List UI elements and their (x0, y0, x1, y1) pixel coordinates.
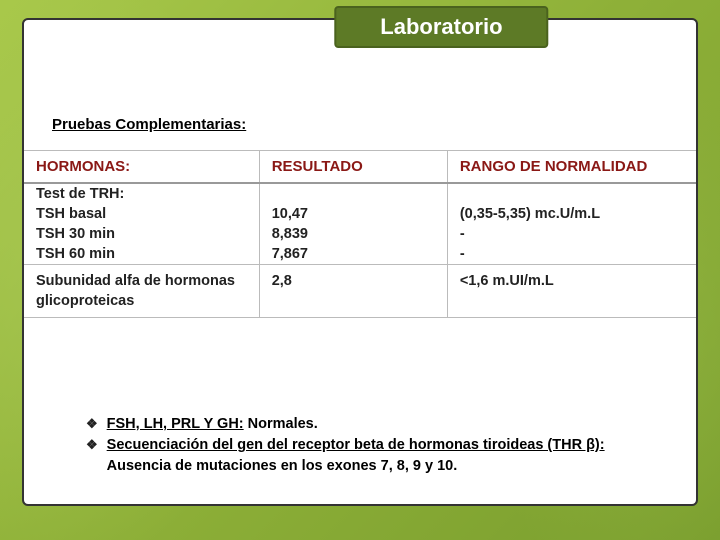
slide-title: Laboratorio (334, 6, 548, 48)
bullet-text: FSH, LH, PRL Y GH: Normales. (107, 414, 318, 435)
cell: 7,867 (259, 244, 447, 265)
col-header-hormonas: HORMONAS: (24, 151, 259, 183)
cell: - (447, 244, 696, 265)
table-row: TSH basal 10,47 (0,35-5,35) mc.U/m.L (24, 204, 696, 224)
col-header-resultado: RESULTADO (259, 151, 447, 183)
cell: - (447, 224, 696, 244)
table-row: Test de TRH: (24, 183, 696, 204)
cell: <1,6 m.UI/m.L (447, 265, 696, 294)
cell (447, 183, 696, 204)
cell: 10,47 (259, 204, 447, 224)
cell: TSH 60 min (24, 244, 259, 265)
cell: TSH basal (24, 204, 259, 224)
cell (259, 183, 447, 204)
cell: (0,35-5,35) mc.U/m.L (447, 204, 696, 224)
col-header-rango: RANGO DE NORMALIDAD (447, 151, 696, 183)
cell: Subunidad alfa de hormonas (24, 265, 259, 294)
bullet-item: ❖ Secuenciación del gen del receptor bet… (86, 435, 662, 477)
bullet-item: ❖ FSH, LH, PRL Y GH: Normales. (86, 414, 662, 435)
diamond-bullet-icon: ❖ (86, 435, 98, 456)
cell: Test de TRH: (24, 183, 259, 204)
table-header-row: HORMONAS: RESULTADO RANGO DE NORMALIDAD (24, 151, 696, 183)
cell: 8,839 (259, 224, 447, 244)
cell: TSH 30 min (24, 224, 259, 244)
table-row: glicoproteicas (24, 293, 696, 317)
diamond-bullet-icon: ❖ (86, 414, 98, 435)
cell: glicoproteicas (24, 293, 259, 317)
table-row: TSH 60 min 7,867 - (24, 244, 696, 265)
bullet-list: ❖ FSH, LH, PRL Y GH: Normales. ❖ Secuenc… (86, 414, 662, 477)
table-row: Subunidad alfa de hormonas 2,8 <1,6 m.UI… (24, 265, 696, 294)
table-row: TSH 30 min 8,839 - (24, 224, 696, 244)
section-subtitle: Pruebas Complementarias: (52, 116, 246, 133)
cell: 2,8 (259, 265, 447, 294)
lab-table: HORMONAS: RESULTADO RANGO DE NORMALIDAD … (24, 150, 696, 318)
bullet-text: Secuenciación del gen del receptor beta … (107, 435, 605, 477)
slide-frame: Laboratorio Pruebas Complementarias: HOR… (22, 18, 698, 506)
cell (447, 293, 696, 317)
cell (259, 293, 447, 317)
